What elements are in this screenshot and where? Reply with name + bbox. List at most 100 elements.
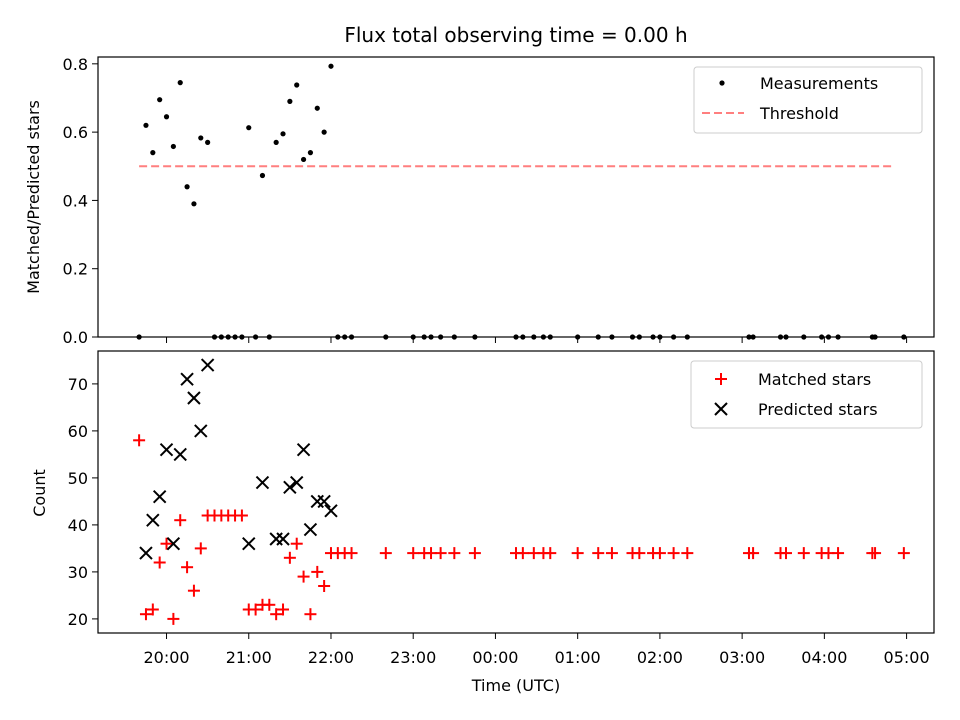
predicted-star-point xyxy=(159,442,174,457)
top-legend: Measurements Threshold xyxy=(693,66,923,134)
matched-star-point xyxy=(592,547,605,560)
measurement-point xyxy=(198,135,204,141)
bottom-y-tick-label: 20 xyxy=(68,610,88,629)
predicted-star-point xyxy=(187,391,201,405)
x-tick-label: 21:00 xyxy=(226,648,272,667)
bottom-legend: Matched stars Predicted stars xyxy=(690,360,923,429)
measurement-point xyxy=(246,125,252,131)
matched-star-point xyxy=(174,514,187,527)
x-tick-label: 20:00 xyxy=(143,648,189,667)
bottom-y-axis-label: Count xyxy=(30,469,49,517)
measurement-point xyxy=(328,63,334,69)
bottom-legend-box xyxy=(690,360,923,429)
top-y-tick-label: 0.2 xyxy=(63,260,88,279)
matched-star-point xyxy=(633,547,646,560)
bottom-y-ticks: 20 30 40 50 60 70 xyxy=(68,375,98,629)
legend-matched-marker xyxy=(715,373,727,385)
matched-star-point xyxy=(290,537,303,550)
matched-star-point xyxy=(235,509,248,522)
matched-star-point xyxy=(897,547,910,560)
measurement-point xyxy=(321,129,327,135)
matched-star-point xyxy=(571,547,584,560)
measurement-point xyxy=(143,122,149,128)
legend-measurements-label: Measurements xyxy=(760,74,878,93)
matched-star-point xyxy=(468,547,481,560)
measurement-point xyxy=(157,97,163,103)
matched-star-point xyxy=(139,608,152,621)
measurement-point xyxy=(259,172,266,179)
bottom-y-tick-label: 60 xyxy=(68,422,88,441)
measurement-point xyxy=(294,82,300,88)
top-y-tick-label: 0.4 xyxy=(63,191,88,210)
measurement-point xyxy=(300,156,307,163)
x-tick-label: 04:00 xyxy=(801,648,847,667)
predicted-star-point xyxy=(324,504,338,518)
matched-star-point xyxy=(270,608,283,621)
top-panel-frame xyxy=(97,56,935,338)
matched-star-point xyxy=(544,547,557,560)
top-legend-box xyxy=(693,66,923,134)
predicted-star-point xyxy=(303,522,318,537)
measurement-point xyxy=(205,139,211,145)
predicted-star-point xyxy=(139,546,153,560)
measurement-point xyxy=(191,201,197,207)
predicted-star-point xyxy=(310,494,324,509)
predicted-star-point xyxy=(194,424,208,438)
measurement-point xyxy=(184,184,190,190)
predicted-star-point xyxy=(166,536,181,551)
matched-star-point xyxy=(379,547,392,560)
predicted-star-point xyxy=(152,489,167,504)
bottom-y-tick-label: 70 xyxy=(68,375,88,394)
top-panel: 0.00.20.40.60.8 Matched/Predicted stars … xyxy=(24,55,935,347)
matched-star-point xyxy=(407,547,420,560)
chart-title: Flux total observing time = 0.00 h xyxy=(344,23,687,47)
predicted-star-point xyxy=(269,532,283,546)
matched-star-point xyxy=(311,565,324,578)
x-axis-label: Time (UTC) xyxy=(471,676,560,695)
measurement-point xyxy=(177,80,183,86)
top-y-ticks: 0.0 0.2 0.4 0.6 0.8 xyxy=(63,55,98,347)
matched-star-point xyxy=(832,547,845,560)
top-y-tick-label: 0.6 xyxy=(63,123,88,142)
legend-measurements-marker xyxy=(719,80,725,86)
top-y-axis-label: Matched/Predicted stars xyxy=(24,100,43,294)
legend-matched-label: Matched stars xyxy=(758,370,871,389)
measurement-point xyxy=(150,150,156,156)
predicted-star-point xyxy=(146,513,160,527)
matched-star-point xyxy=(167,612,180,625)
measurement-point xyxy=(307,150,314,156)
x-tick-label: 23:00 xyxy=(390,648,436,667)
matched-star-point xyxy=(516,547,529,560)
predicted-star-point xyxy=(283,480,297,495)
matched-star-point xyxy=(681,547,694,560)
measurement-point xyxy=(273,139,279,145)
predicted-star-point xyxy=(180,372,194,386)
predicted-star-point xyxy=(317,494,331,509)
top-y-tick-label: 0.0 xyxy=(63,328,88,347)
matched-star-point xyxy=(869,547,882,560)
predicted-star-point xyxy=(200,358,215,372)
x-tick-label: 22:00 xyxy=(308,648,354,667)
legend-threshold-label: Threshold xyxy=(759,104,839,123)
measurement-point xyxy=(163,114,170,120)
matched-star-point xyxy=(283,551,296,564)
bottom-panel-frame xyxy=(97,350,935,634)
measurement-point xyxy=(287,98,293,104)
matched-star-point xyxy=(153,556,166,569)
measurement-point xyxy=(170,143,176,150)
bottom-y-tick-label: 50 xyxy=(68,469,88,488)
matched-star-point xyxy=(160,537,173,550)
top-x-ticks xyxy=(166,337,908,343)
matched-star-point xyxy=(448,547,461,560)
bottom-plot-area xyxy=(133,358,910,625)
matched-star-point xyxy=(133,434,146,447)
matched-star-point xyxy=(653,547,666,560)
predicted-star-point xyxy=(276,532,290,546)
x-tick-label: 05:00 xyxy=(884,648,930,667)
x-tick-label: 02:00 xyxy=(637,648,683,667)
matched-star-point xyxy=(146,603,159,616)
bottom-y-tick-label: 40 xyxy=(68,516,88,535)
matched-star-point xyxy=(194,542,207,555)
predicted-star-point xyxy=(290,475,304,490)
